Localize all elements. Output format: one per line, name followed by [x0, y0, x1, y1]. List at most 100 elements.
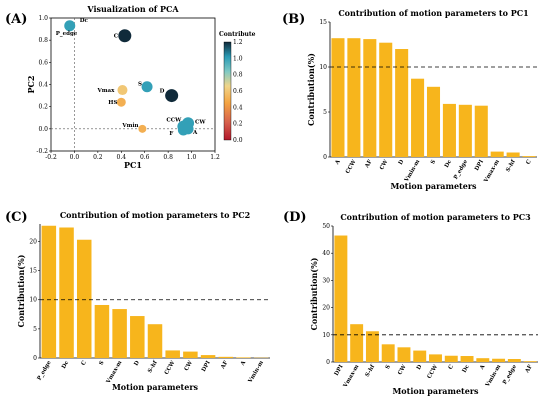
panel-a-point-label: P_edge: [56, 31, 78, 37]
panel-d-bar: [461, 356, 474, 362]
panel-b-category-label: A: [334, 158, 342, 166]
panel-a-xlabel: PC1: [124, 160, 142, 170]
panel-a-point-label: Vmin: [121, 123, 138, 129]
panel-d-bar: [476, 358, 489, 362]
panel-c-bar: [165, 350, 180, 358]
panel-c-ylabel: Contribution(%): [16, 254, 26, 327]
panel-d-bar: [413, 351, 426, 362]
panel-b-ytick-label: 5: [323, 109, 327, 116]
panel-d-category-label: P_edge: [502, 364, 518, 386]
panel-a-xtick-label: 1.2: [210, 154, 220, 161]
panel-c-label: (C): [5, 210, 28, 225]
panel-d-bar: [382, 344, 395, 362]
panel-c-category-label: CW: [184, 359, 195, 372]
panel-d-category-label: S: [385, 364, 392, 370]
panel-b-category-label: P_edge: [453, 159, 469, 181]
panel-a-point: [64, 20, 75, 31]
panel-d-bar: [429, 354, 442, 362]
panel-c-category-label: CCW: [164, 359, 177, 376]
panel-b-ytick-label: 10: [319, 64, 327, 71]
panel-b-title: Contribution of motion parameters to PC1: [338, 8, 528, 18]
panel-a-ylabel: PC2: [26, 76, 36, 94]
panel-c-bar: [42, 226, 57, 358]
panel-c-category-label: C: [81, 359, 89, 366]
panel-c-bar: [112, 309, 127, 358]
panel-c-category-label: S-hf: [147, 359, 159, 374]
colorbar-tick-label: 0.2: [233, 121, 243, 128]
panel-a-ytick-label: 0.0: [38, 126, 48, 133]
panel-a-ytick-label: -0.2: [36, 148, 48, 155]
panel-d-category-label: D: [416, 364, 424, 371]
panel-c-category-label: Vmin-m: [247, 360, 265, 385]
panel-d-label: (D): [283, 210, 307, 225]
panel-a-point-label: Vmax: [96, 88, 115, 94]
panel-b-category-label: D: [398, 159, 406, 166]
panel-a-xtick-label: 0.2: [93, 154, 103, 161]
panel-b-bar: [459, 105, 472, 157]
panel-d-bar: [397, 347, 410, 362]
panel-d-bar: [334, 236, 347, 362]
panel-d-bar: [366, 331, 379, 362]
panel-a-point: [117, 98, 126, 107]
panel-b-bar: [347, 38, 360, 157]
panel-b-xlabel: Motion parameters: [390, 181, 477, 191]
panel-d-category-label: Vmin-m: [484, 364, 502, 389]
panel-a-xtick-label: 0.8: [163, 154, 173, 161]
panel-a-ytick-label: 1.0: [38, 15, 48, 22]
panel-a-point: [117, 85, 127, 95]
panel-c-ytick-label: 5: [33, 326, 37, 333]
panel-d-category-label: CW: [397, 363, 408, 376]
panel-c-bar: [219, 357, 234, 358]
panel-b-bar: [507, 153, 520, 158]
panel-c-ytick-label: 10: [29, 297, 37, 304]
panel-a-point: [165, 89, 178, 102]
panel-a-ytick-label: 0.6: [38, 59, 48, 66]
panel-b-category-label: C: [525, 158, 533, 165]
panel-d-category-label: C: [448, 363, 456, 370]
panel-b-bar: [411, 79, 424, 157]
panel-b-bar: [331, 38, 344, 157]
panel-d-bar: [350, 324, 363, 362]
panel-a-ytick-label: 0.2: [38, 104, 48, 111]
panel-c-ytick-label: 15: [29, 268, 37, 275]
panel-b-ytick-label: 0: [323, 154, 327, 161]
panel-c-bar: [130, 316, 145, 358]
panel-b-category-label: CW: [379, 158, 390, 171]
panel-a-point: [118, 29, 131, 42]
panel-b-bar: [523, 156, 536, 157]
panel-c-title: Contribution of motion parameters to PC2: [60, 210, 250, 220]
panel-d-category-label: Dc: [462, 363, 472, 374]
colorbar-title: Contribute: [219, 31, 256, 38]
panel-c-category-label: S: [98, 360, 105, 366]
panel-a-title: Visualization of PCA: [86, 4, 179, 14]
panel-b-bar: [379, 43, 392, 157]
panel-c-bar: [148, 324, 163, 358]
panel-d-category-label: DPI: [334, 364, 345, 377]
panel-b-bar: [363, 39, 376, 157]
panel-c-category-label: D: [133, 360, 141, 367]
panel-a-xtick-label: 0.0: [70, 154, 80, 161]
panel-d-bar: [492, 359, 505, 362]
panel-b-category-label: CCW: [345, 158, 358, 175]
panel-c-bar: [77, 240, 92, 358]
panel-a-point-label: HS: [108, 100, 117, 106]
colorbar-tick-label: 1.2: [233, 39, 243, 46]
panel-a-point-label: A: [192, 130, 198, 136]
panel-c-category-label: P_edge: [37, 360, 53, 382]
panel-d-category-label: Vmax-m: [342, 364, 360, 390]
panel-d-bar: [445, 356, 458, 362]
panel-a-point-label: Dc: [80, 18, 89, 24]
colorbar: [224, 42, 231, 140]
panel-d-bar: [524, 361, 537, 362]
panel-b-ylabel: Contribution(%): [306, 53, 316, 126]
panel-c-bar: [59, 227, 74, 358]
panel-a-point: [142, 81, 153, 92]
panel-a-xtick-label: -0.2: [45, 154, 57, 161]
panel-d-ytick-label: 20: [322, 305, 330, 312]
colorbar-tick-label: 1.0: [233, 55, 243, 62]
panel-c-bar: [201, 355, 216, 358]
panel-b-ytick-label: 15: [319, 19, 327, 26]
panel-b-label: (B): [282, 12, 305, 27]
panel-c-category-label: Dc: [61, 359, 71, 370]
